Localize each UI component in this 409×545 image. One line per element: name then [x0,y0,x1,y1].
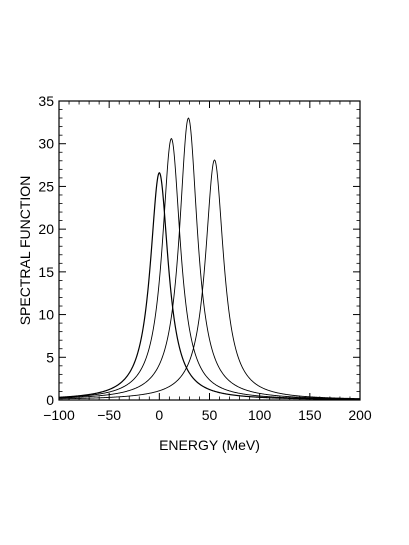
x-tick-label: −50 [97,407,121,423]
x-axis-label: ENERGY (MeV) [159,437,260,453]
series-line-4 [58,159,361,400]
plot-frame [58,100,361,401]
x-tick-label: 0 [155,407,163,423]
series-line-3 [58,117,361,400]
y-tick-label: 20 [38,221,54,237]
y-tick-label: 30 [38,136,54,152]
x-axis: −100 −50 0 50 100 150 200 [43,101,372,423]
x-tick-label: 200 [348,407,372,423]
y-tick-label: 10 [38,307,54,323]
y-tick-label: 35 [38,93,54,109]
curves-layer [58,117,361,400]
y-tick-label: 0 [46,392,54,408]
y-tick-label: 5 [46,349,54,365]
x-tick-label: 150 [298,407,322,423]
y-axis: 0 5 10 15 20 25 30 35 [38,93,360,408]
y-axis-label: SPECTRAL FUNCTION [17,176,33,326]
x-tick-label: 100 [248,407,272,423]
series-line-2 [58,137,361,400]
y-tick-label: 15 [38,264,54,280]
y-tick-label: 25 [38,178,54,194]
x-tick-label: −100 [43,407,75,423]
x-tick-label: 50 [202,407,218,423]
